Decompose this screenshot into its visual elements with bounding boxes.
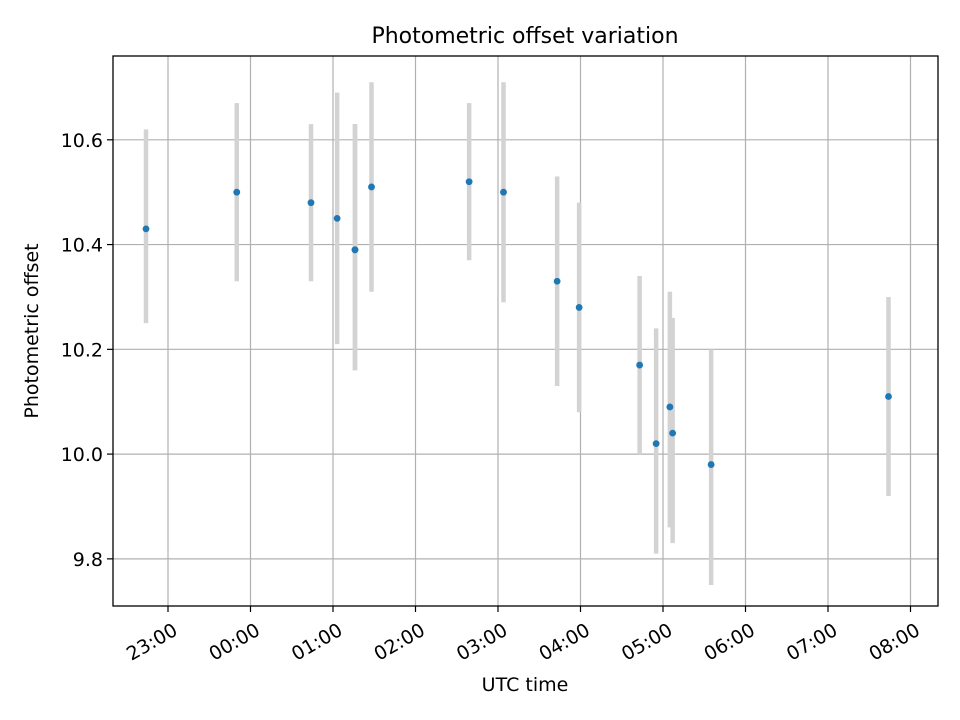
data-point <box>307 199 315 207</box>
data-point <box>500 188 507 196</box>
data-point <box>885 393 892 400</box>
y-tick-label: 10.2 <box>61 339 103 361</box>
data-point <box>465 178 473 186</box>
data-point <box>669 429 677 437</box>
y-tick-label: 10.4 <box>61 235 103 257</box>
data-point <box>333 214 341 222</box>
data-point <box>636 361 644 369</box>
y-axis-label: Photometric offset <box>21 243 43 418</box>
data-point <box>368 183 375 191</box>
data-point <box>707 461 715 468</box>
y-tick-label: 9.8 <box>73 549 103 571</box>
data-point <box>575 304 583 311</box>
data-point <box>666 403 674 411</box>
plot-frame <box>112 55 939 607</box>
data-point <box>351 246 359 254</box>
chart-title: Photometric offset variation <box>371 24 678 49</box>
data-points <box>142 178 892 468</box>
data-point <box>142 225 150 233</box>
y-tick-label: 10.6 <box>61 130 103 152</box>
data-point <box>233 188 241 196</box>
y-tick-label: 10.0 <box>61 444 103 466</box>
x-axis-label: UTC time <box>482 674 569 696</box>
y-axis-ticks: 9.8 10.0 10.2 10.4 10.6 <box>61 130 113 571</box>
data-point <box>652 440 660 448</box>
data-point <box>553 277 561 285</box>
